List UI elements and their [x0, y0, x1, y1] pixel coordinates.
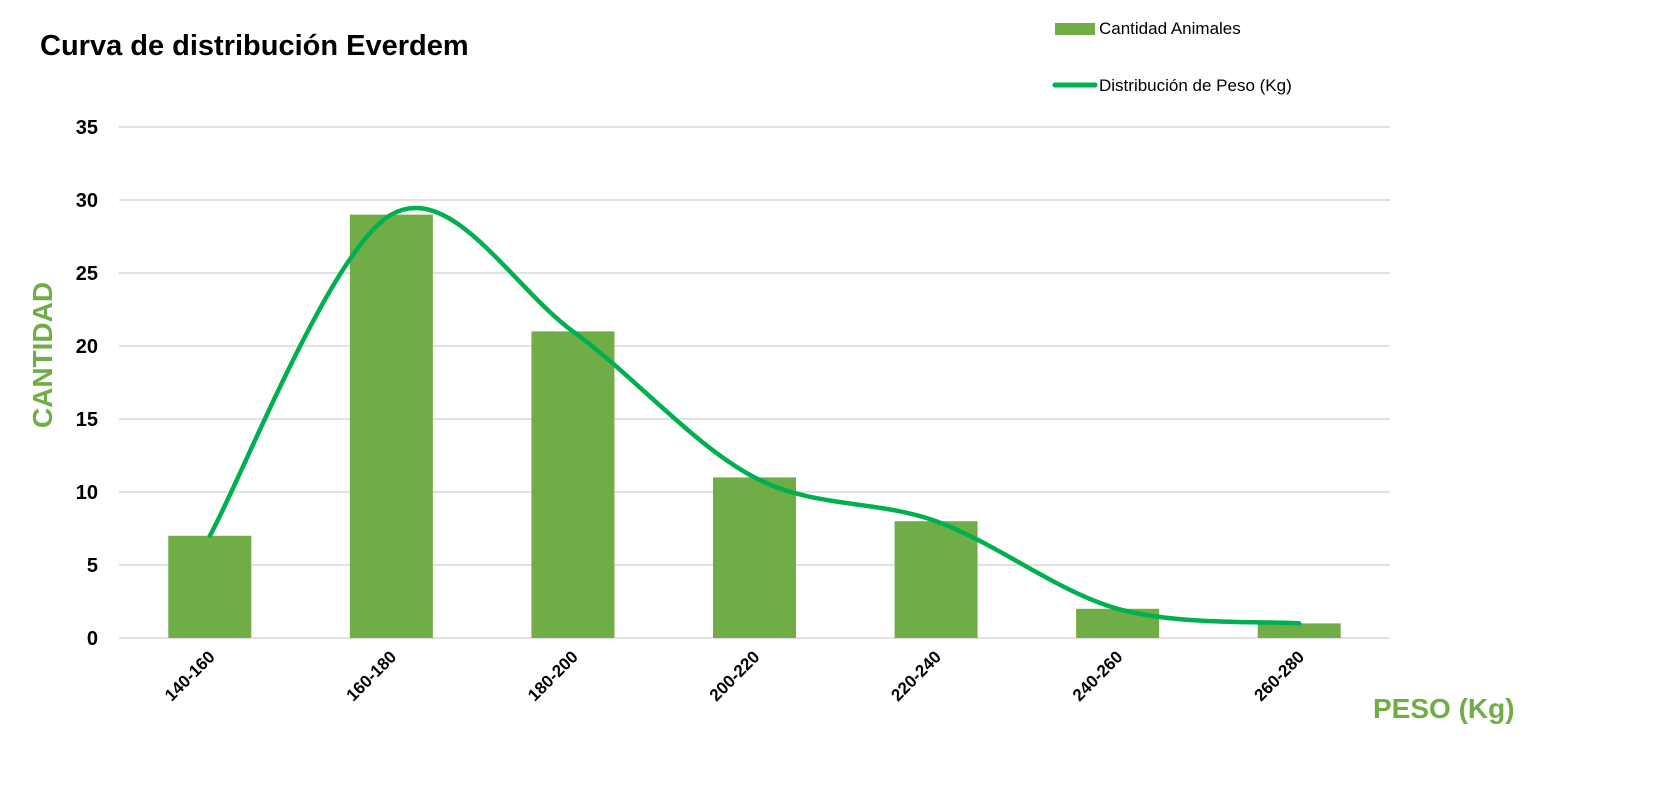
bar-220-240 [894, 521, 978, 638]
x-tick-label: 240-260 [1069, 647, 1127, 705]
y-axis-ticks: 0 5 10 15 20 25 30 35 [76, 117, 98, 650]
legend: Cantidad Animales Distribución de Peso (… [1052, 19, 1292, 95]
y-tick-label: 15 [76, 409, 98, 431]
bar-160-180 [349, 214, 433, 638]
x-tick-label: 180-200 [524, 647, 582, 705]
bar-140-160 [168, 535, 252, 638]
legend-label-line: Distribución de Peso (Kg) [1099, 76, 1292, 95]
y-tick-label: 5 [87, 555, 98, 577]
y-tick-label: 35 [76, 117, 98, 139]
legend-swatch-bars [1055, 23, 1095, 35]
chart-title: Curva de distribución Everdem [40, 30, 469, 62]
bar-260-280 [1257, 623, 1341, 638]
bar-180-200 [531, 331, 615, 638]
x-tick-label: 260-280 [1250, 647, 1308, 705]
x-tick-label: 140-160 [161, 647, 219, 705]
y-tick-label: 25 [76, 263, 98, 285]
y-axis-label: CANTIDAD [27, 282, 58, 428]
x-tick-label: 160-180 [343, 647, 401, 705]
x-axis-label: PESO (Kg) [1373, 693, 1515, 724]
y-tick-label: 10 [76, 482, 98, 504]
x-tick-label: 200-220 [706, 647, 764, 705]
bar-series [168, 214, 1341, 638]
x-tick-label: 220-240 [887, 647, 945, 705]
bar-200-220 [713, 477, 796, 638]
y-tick-label: 30 [76, 190, 98, 212]
legend-label-bars: Cantidad Animales [1099, 19, 1241, 38]
distribution-line [207, 205, 1302, 626]
x-axis-ticks: 140-160 160-180 180-200 200-220 220-240 240-2… [161, 647, 1308, 705]
y-tick-label: 20 [76, 336, 98, 358]
line-series [207, 205, 1302, 626]
y-tick-label: 0 [87, 628, 98, 650]
